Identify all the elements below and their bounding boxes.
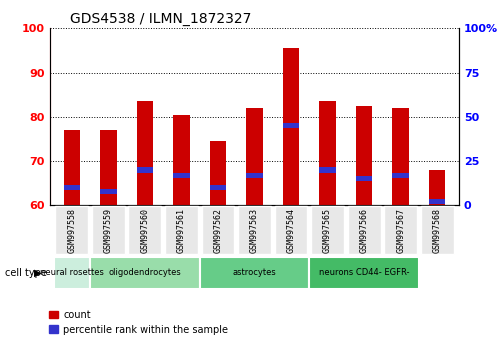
Bar [283, 123, 299, 128]
FancyBboxPatch shape [274, 206, 307, 254]
Bar [356, 176, 372, 181]
Bar [319, 101, 336, 205]
Text: cell type: cell type [5, 268, 47, 278]
FancyBboxPatch shape [311, 206, 344, 254]
Bar [210, 185, 226, 190]
Bar [137, 101, 153, 205]
Bar [173, 172, 190, 178]
Bar [283, 48, 299, 205]
FancyBboxPatch shape [92, 206, 125, 254]
Bar [319, 167, 336, 172]
Text: GSM997566: GSM997566 [360, 208, 369, 253]
Text: oligodendrocytes: oligodendrocytes [108, 268, 181, 277]
Text: GDS4538 / ILMN_1872327: GDS4538 / ILMN_1872327 [70, 12, 251, 26]
FancyBboxPatch shape [421, 206, 454, 254]
Text: ▶: ▶ [33, 268, 41, 278]
Text: neurons CD44- EGFR-: neurons CD44- EGFR- [319, 268, 409, 277]
FancyBboxPatch shape [55, 206, 88, 254]
Text: GSM997560: GSM997560 [140, 208, 149, 253]
Text: GSM997559: GSM997559 [104, 208, 113, 253]
Text: GSM997563: GSM997563 [250, 208, 259, 253]
Bar [210, 141, 226, 205]
Bar [63, 130, 80, 205]
FancyBboxPatch shape [202, 206, 235, 254]
Bar [63, 185, 80, 190]
Bar [247, 172, 262, 178]
FancyBboxPatch shape [90, 257, 200, 289]
FancyBboxPatch shape [165, 206, 198, 254]
Bar [392, 108, 409, 205]
Bar [100, 188, 117, 194]
Bar [392, 172, 409, 178]
Legend: count, percentile rank within the sample: count, percentile rank within the sample [45, 306, 232, 338]
Bar [137, 167, 153, 172]
FancyBboxPatch shape [53, 257, 90, 289]
Bar [429, 199, 446, 204]
Text: neural rosettes: neural rosettes [40, 268, 104, 277]
Text: GSM997562: GSM997562 [214, 208, 223, 253]
FancyBboxPatch shape [200, 257, 309, 289]
Bar [100, 130, 117, 205]
FancyBboxPatch shape [309, 257, 419, 289]
FancyBboxPatch shape [128, 206, 161, 254]
Text: GSM997567: GSM997567 [396, 208, 405, 253]
Text: GSM997564: GSM997564 [286, 208, 295, 253]
FancyBboxPatch shape [384, 206, 417, 254]
Text: GSM997565: GSM997565 [323, 208, 332, 253]
FancyBboxPatch shape [238, 206, 271, 254]
Bar [247, 108, 262, 205]
Bar [429, 170, 446, 205]
Text: GSM997568: GSM997568 [433, 208, 442, 253]
Bar [173, 115, 190, 205]
Text: GSM997561: GSM997561 [177, 208, 186, 253]
FancyBboxPatch shape [348, 206, 381, 254]
Bar [356, 106, 372, 205]
Text: astrocytes: astrocytes [233, 268, 276, 277]
Text: GSM997558: GSM997558 [67, 208, 76, 253]
